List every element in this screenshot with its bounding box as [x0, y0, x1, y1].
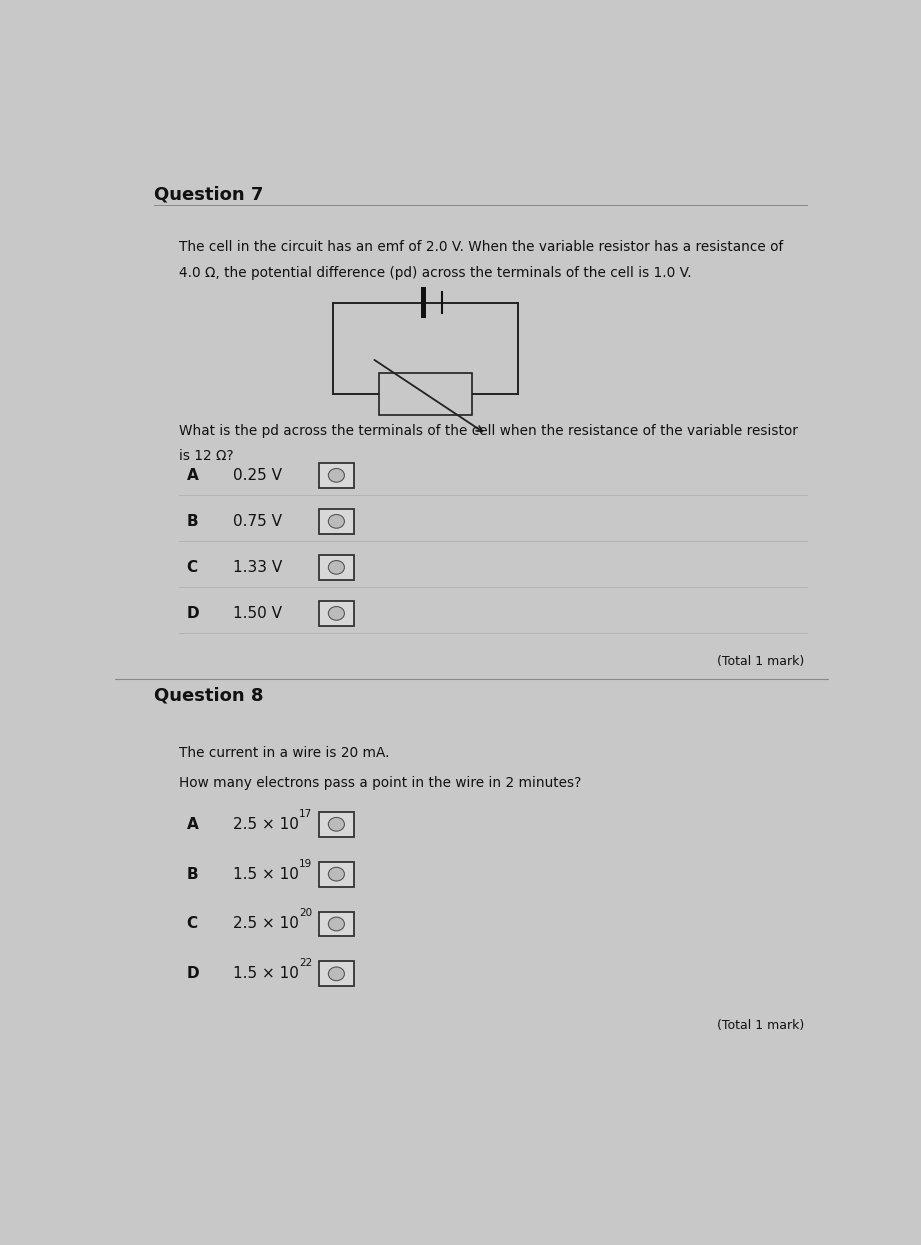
FancyBboxPatch shape — [319, 812, 355, 837]
Text: D: D — [186, 606, 199, 621]
Text: is 12 Ω?: is 12 Ω? — [180, 449, 234, 463]
Text: C: C — [186, 916, 198, 931]
Text: 4.0 Ω, the potential difference (pd) across the terminals of the cell is 1.0 V.: 4.0 Ω, the potential difference (pd) acr… — [180, 266, 692, 280]
Text: What is the pd across the terminals of the cell when the resistance of the varia: What is the pd across the terminals of t… — [180, 423, 799, 437]
FancyBboxPatch shape — [319, 555, 355, 580]
FancyBboxPatch shape — [319, 911, 355, 936]
Ellipse shape — [329, 818, 344, 832]
Text: (Total 1 mark): (Total 1 mark) — [717, 1018, 804, 1032]
Text: The cell in the circuit has an emf of 2.0 V. When the variable resistor has a re: The cell in the circuit has an emf of 2.… — [180, 239, 784, 254]
Text: The current in a wire is 20 mA.: The current in a wire is 20 mA. — [180, 746, 390, 759]
Text: 1.5 × 10: 1.5 × 10 — [233, 966, 298, 981]
Text: Question 8: Question 8 — [155, 686, 264, 705]
Text: 2.5 × 10: 2.5 × 10 — [233, 817, 298, 832]
Bar — [421, 288, 426, 319]
Text: C: C — [186, 560, 198, 575]
Text: A: A — [186, 817, 198, 832]
Text: (Total 1 mark): (Total 1 mark) — [717, 655, 804, 667]
Ellipse shape — [329, 868, 344, 881]
Text: A: A — [186, 468, 198, 483]
Text: D: D — [186, 966, 199, 981]
Text: 1.33 V: 1.33 V — [233, 560, 282, 575]
Text: Question 7: Question 7 — [155, 186, 263, 204]
Text: 19: 19 — [299, 859, 312, 869]
Ellipse shape — [329, 560, 344, 574]
Bar — [379, 372, 472, 415]
Text: B: B — [186, 514, 198, 529]
FancyBboxPatch shape — [319, 463, 355, 488]
Text: 2.5 × 10: 2.5 × 10 — [233, 916, 298, 931]
Text: 1.5 × 10: 1.5 × 10 — [233, 867, 298, 881]
FancyBboxPatch shape — [319, 601, 355, 626]
Text: 0.25 V: 0.25 V — [233, 468, 282, 483]
Text: B: B — [186, 867, 198, 881]
Ellipse shape — [329, 967, 344, 981]
Text: 20: 20 — [299, 909, 312, 919]
FancyBboxPatch shape — [319, 961, 355, 986]
Text: 22: 22 — [299, 959, 312, 969]
FancyBboxPatch shape — [319, 862, 355, 886]
FancyBboxPatch shape — [319, 509, 355, 534]
Ellipse shape — [329, 606, 344, 620]
Text: 17: 17 — [299, 809, 312, 819]
Ellipse shape — [329, 918, 344, 931]
Ellipse shape — [329, 468, 344, 482]
Text: 1.50 V: 1.50 V — [233, 606, 282, 621]
Text: 0.75 V: 0.75 V — [233, 514, 282, 529]
Ellipse shape — [329, 514, 344, 528]
Text: How many electrons pass a point in the wire in 2 minutes?: How many electrons pass a point in the w… — [180, 777, 582, 791]
